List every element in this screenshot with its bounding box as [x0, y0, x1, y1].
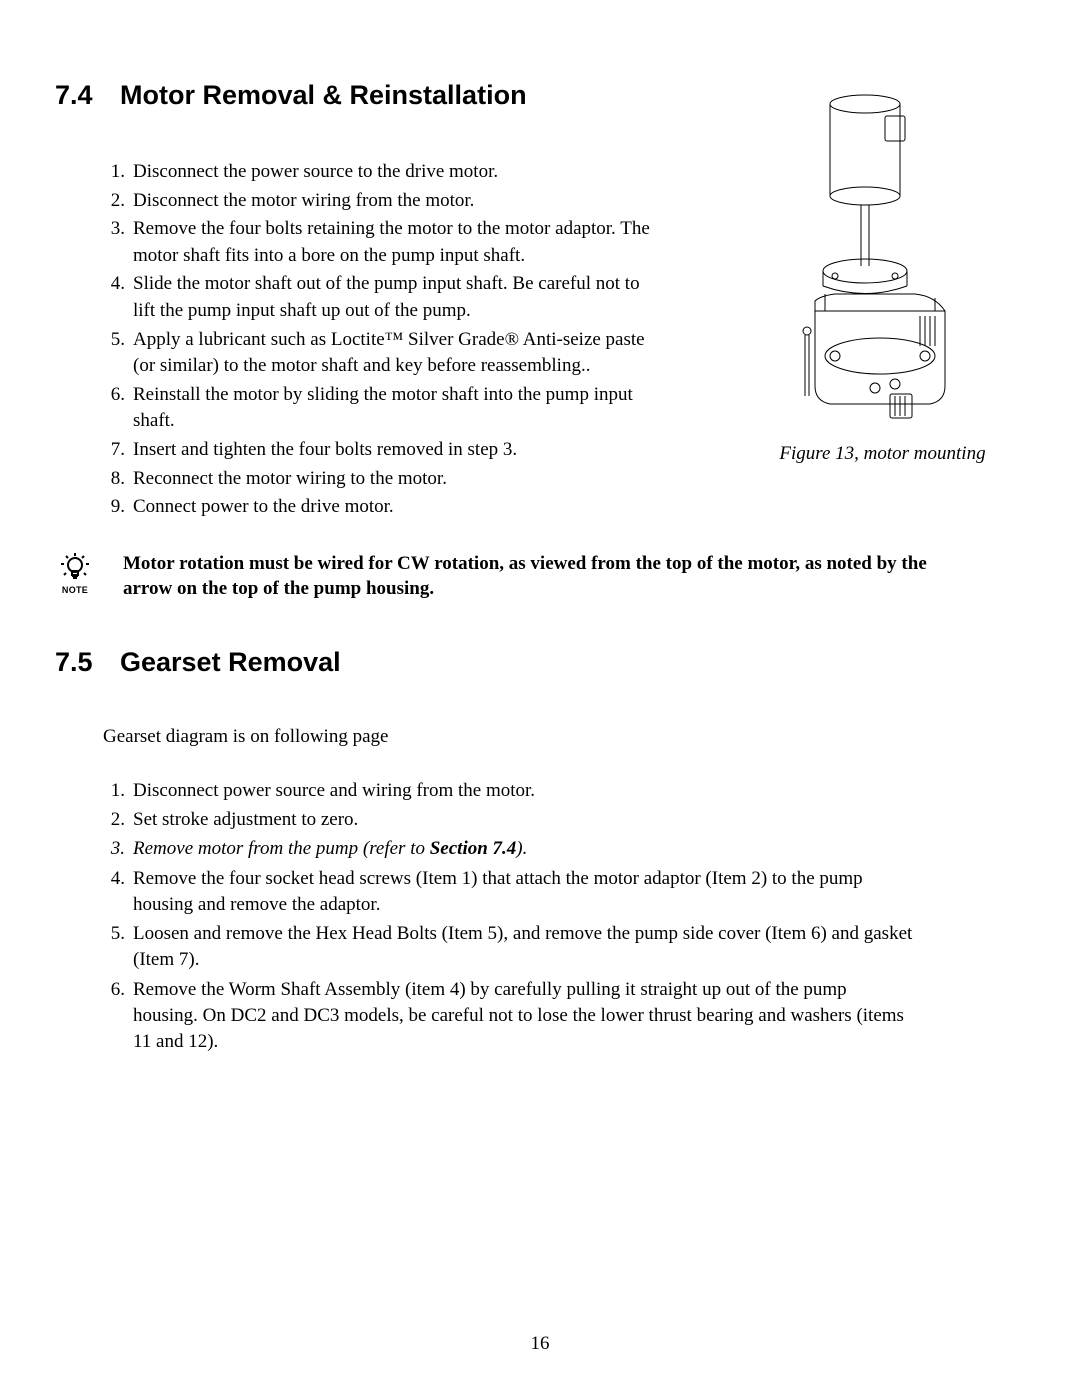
list-item: 2.Set stroke adjustment to zero. [103, 807, 913, 833]
step-text: Set stroke adjustment to zero. [133, 807, 913, 833]
list-item: 7.Insert and tighten the four bolts remo… [103, 437, 658, 464]
list-item: 3.Remove motor from the pump (refer to S… [103, 836, 913, 862]
page-number: 16 [0, 1333, 1080, 1355]
list-item: 6.Reinstall the motor by sliding the mot… [103, 382, 658, 435]
step-number: 9. [103, 494, 133, 521]
step-text: Slide the motor shaft out of the pump in… [133, 271, 658, 324]
list-item: 5.Apply a lubricant such as Loctite™ Sil… [103, 327, 658, 380]
step-number: 4. [103, 866, 133, 918]
step-text: Remove motor from the pump (refer to Sec… [133, 836, 913, 862]
list-item: 9.Connect power to the drive motor. [103, 494, 658, 521]
list-item: 2.Disconnect the motor wiring from the m… [103, 188, 658, 215]
section-7-5-content: Gearset diagram is on following page 1.D… [55, 726, 1010, 1055]
step-number: 2. [103, 807, 133, 833]
step-number: 7. [103, 437, 133, 464]
step-number: 8. [103, 466, 133, 493]
step-text: Disconnect power source and wiring from … [133, 778, 913, 804]
list-item: 1.Disconnect power source and wiring fro… [103, 778, 913, 804]
step-text: Connect power to the drive motor. [133, 494, 658, 521]
step-text: Remove the four bolts retaining the moto… [133, 216, 658, 269]
figure-13: Figure 13, motor mounting [765, 86, 1000, 465]
motor-mounting-diagram [765, 86, 1000, 426]
note-block: NOTE Motor rotation must be wired for CW… [55, 551, 1010, 602]
step-number: 6. [103, 977, 133, 1056]
step-text: Reinstall the motor by sliding the motor… [133, 382, 658, 435]
step-text: Disconnect the power source to the drive… [133, 159, 658, 186]
note-label: NOTE [55, 585, 95, 595]
step-text: Reconnect the motor wiring to the motor. [133, 466, 658, 493]
list-item: 3.Remove the four bolts retaining the mo… [103, 216, 658, 269]
section-7-5-heading: 7.5 Gearset Removal [55, 647, 1010, 678]
step-number: 6. [103, 382, 133, 435]
list-item: 5.Loosen and remove the Hex Head Bolts (… [103, 921, 913, 973]
note-icon: NOTE [55, 551, 95, 595]
step-number: 1. [103, 159, 133, 186]
step-number: 5. [103, 327, 133, 380]
section-number: 7.5 [55, 647, 120, 678]
step-number: 5. [103, 921, 133, 973]
section-title: Motor Removal & Reinstallation [120, 80, 527, 111]
motor-removal-steps: 1.Disconnect the power source to the dri… [103, 159, 658, 521]
step-number: 4. [103, 271, 133, 324]
section-reference: Section 7.4 [430, 838, 517, 859]
intro-text: Gearset diagram is on following page [103, 726, 1010, 748]
step-number: 3. [103, 836, 133, 862]
section-number: 7.4 [55, 80, 120, 111]
section-title: Gearset Removal [120, 647, 341, 678]
step-text: Remove the Worm Shaft Assembly (item 4) … [133, 977, 913, 1056]
step-text: Disconnect the motor wiring from the mot… [133, 188, 658, 215]
list-item: 4.Remove the four socket head screws (It… [103, 866, 913, 918]
step-text: Remove the four socket head screws (Item… [133, 866, 913, 918]
list-item: 4.Slide the motor shaft out of the pump … [103, 271, 658, 324]
list-item: 6.Remove the Worm Shaft Assembly (item 4… [103, 977, 913, 1056]
step-text: Loosen and remove the Hex Head Bolts (It… [133, 921, 913, 973]
list-item: 8.Reconnect the motor wiring to the moto… [103, 466, 658, 493]
step-text: Insert and tighten the four bolts remove… [133, 437, 658, 464]
figure-caption: Figure 13, motor mounting [765, 443, 1000, 465]
gearset-removal-steps: 1.Disconnect power source and wiring fro… [103, 778, 913, 1055]
list-item: 1.Disconnect the power source to the dri… [103, 159, 658, 186]
step-text: Apply a lubricant such as Loctite™ Silve… [133, 327, 658, 380]
note-text: Motor rotation must be wired for CW rota… [103, 551, 1010, 602]
step-number: 1. [103, 778, 133, 804]
step-number: 3. [103, 216, 133, 269]
step-number: 2. [103, 188, 133, 215]
lightbulb-icon [59, 551, 91, 583]
